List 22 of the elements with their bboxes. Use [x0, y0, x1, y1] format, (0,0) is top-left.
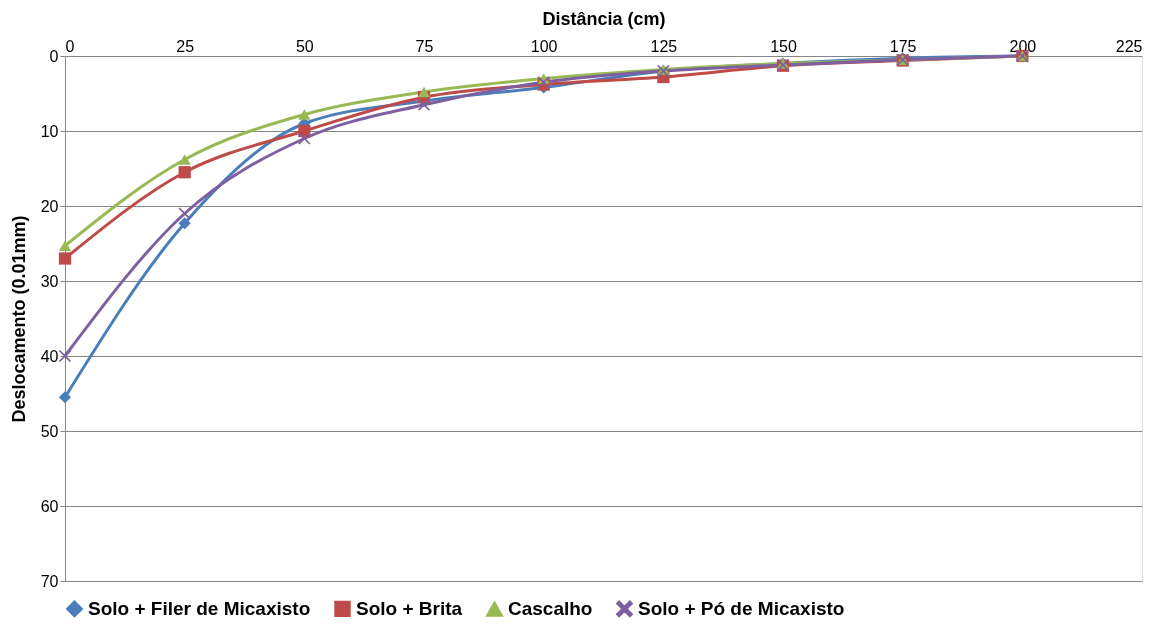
- y-tick-label: 50: [40, 422, 59, 440]
- x-tick-label: 150: [770, 37, 797, 55]
- x-tick-label: 25: [176, 37, 195, 55]
- x-tick-label: 50: [295, 37, 314, 55]
- x-tick-label: 0: [65, 37, 75, 55]
- x-axis-title: Distância (cm): [542, 8, 666, 29]
- y-tick-label: 40: [40, 347, 59, 365]
- y-tick-label: 60: [40, 497, 59, 515]
- x-tick-label: 125: [650, 37, 678, 55]
- y-tick-label: 30: [40, 272, 59, 290]
- legend-label: Solo + Pó de Micaxisto: [638, 597, 845, 619]
- x-tick-label: 75: [415, 37, 434, 55]
- y-tick-label: 20: [40, 197, 59, 215]
- y-tick-label: 70: [40, 572, 59, 590]
- x-tick-label: 225: [1115, 37, 1143, 55]
- legend-label: Cascalho: [508, 598, 593, 620]
- y-axis-title: Deslocamento (0.01mm): [8, 215, 29, 423]
- x-tick-label: 175: [889, 37, 917, 55]
- x-tick-label: 100: [530, 37, 558, 55]
- y-tick-label: 10: [40, 122, 59, 140]
- legend-label: Solo + Brita: [356, 597, 463, 619]
- legend-label: Solo + Filer de Micaxisto: [88, 597, 311, 619]
